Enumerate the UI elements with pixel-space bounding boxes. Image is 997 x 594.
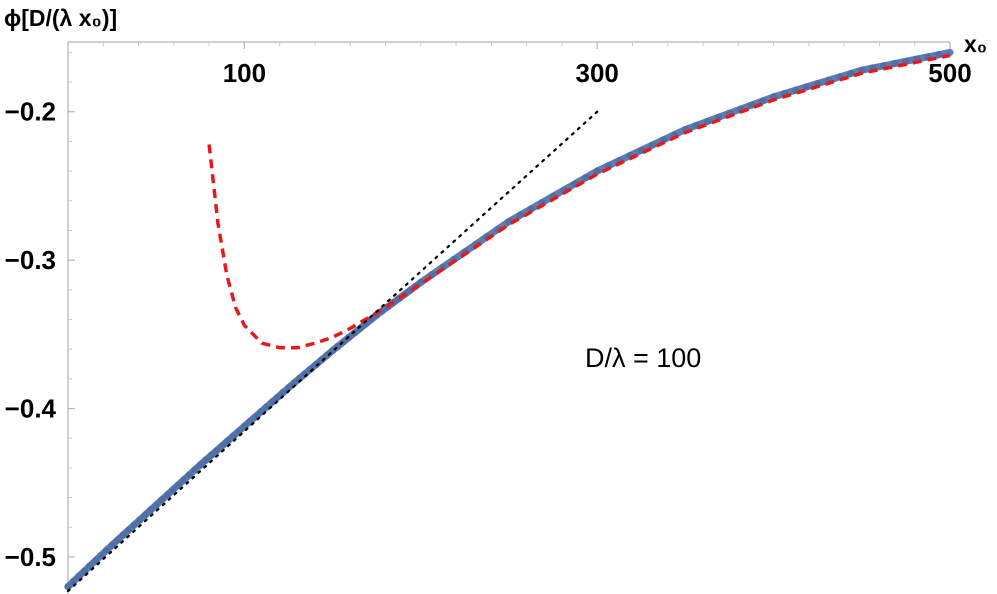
series-numeric-point bbox=[108, 541, 116, 549]
x-tick-label: 300 bbox=[576, 58, 619, 88]
series-numeric-point bbox=[130, 521, 138, 529]
series-numeric-point bbox=[279, 388, 287, 397]
series-numeric-point bbox=[185, 471, 193, 479]
series-numeric-point bbox=[891, 59, 899, 68]
series-numeric-point bbox=[290, 379, 298, 387]
series-numeric-point bbox=[125, 526, 133, 534]
series-numeric-point bbox=[180, 476, 188, 484]
series-numeric-point bbox=[102, 546, 111, 554]
series-layer bbox=[64, 48, 954, 593]
series-numeric-point bbox=[114, 536, 122, 544]
series-numeric-point bbox=[213, 446, 221, 455]
series-numeric-point bbox=[284, 384, 293, 392]
series-numeric-point bbox=[207, 451, 215, 459]
series-numeric-point bbox=[152, 501, 160, 509]
series-numeric-point bbox=[659, 136, 667, 144]
plot-frame bbox=[67, 41, 950, 594]
series-numeric-point bbox=[196, 461, 204, 469]
x-tick-label: 500 bbox=[928, 58, 971, 88]
x-ticks: 100 300 500 bbox=[102, 42, 972, 88]
y-tick-label: −0.5 bbox=[5, 542, 56, 572]
series-numeric-point bbox=[847, 69, 855, 78]
series-numeric-markers bbox=[64, 51, 943, 591]
series-numeric-point bbox=[141, 511, 149, 519]
series-numeric-point bbox=[417, 278, 425, 286]
series-numeric-point bbox=[367, 315, 375, 324]
series-numeric-point bbox=[648, 141, 656, 149]
series-numeric-point bbox=[86, 562, 94, 570]
series-numeric-point bbox=[803, 83, 811, 91]
series-numeric-point bbox=[268, 398, 276, 406]
y-tick-label: −0.2 bbox=[5, 97, 56, 127]
series-numeric-point bbox=[218, 442, 226, 450]
series-numeric-point bbox=[202, 456, 210, 464]
series-numeric-point bbox=[163, 491, 171, 499]
series-numeric-point bbox=[312, 360, 320, 369]
series-numeric-line bbox=[64, 48, 954, 591]
x-axis-label: x₀ bbox=[964, 31, 987, 57]
series-asymptotic-dashed bbox=[207, 53, 951, 350]
y-tick-label: −0.3 bbox=[5, 245, 56, 275]
series-numeric-point bbox=[147, 506, 155, 514]
series-numeric-point bbox=[935, 51, 943, 59]
y-ticks: −0.2 −0.3 −0.4 −0.5 bbox=[5, 51, 75, 588]
series-numeric-point bbox=[273, 393, 282, 401]
series-numeric-point bbox=[593, 167, 601, 175]
series-numeric-point bbox=[516, 211, 524, 219]
y-tick-label: −0.4 bbox=[5, 394, 57, 424]
series-numeric-point bbox=[174, 481, 182, 489]
series-numeric-point bbox=[235, 427, 243, 435]
series-numeric-point bbox=[119, 531, 127, 539]
series-numeric-point bbox=[703, 117, 712, 125]
series-numeric-point bbox=[747, 101, 756, 109]
series-numeric-point bbox=[69, 577, 78, 585]
series-numeric-point bbox=[80, 567, 89, 575]
series-numeric-point bbox=[136, 516, 144, 524]
y-axis-label: ϕ[D/(λ x₀)] bbox=[4, 5, 117, 31]
series-numeric-point bbox=[169, 486, 177, 494]
series-numeric-point bbox=[505, 217, 513, 226]
series-numeric-point bbox=[317, 356, 326, 364]
series-numeric-point bbox=[527, 205, 535, 213]
series-numeric-point bbox=[64, 582, 72, 591]
series-numeric-point bbox=[262, 403, 271, 411]
series-numeric-point bbox=[97, 551, 105, 560]
x-tick-label: 100 bbox=[223, 58, 266, 88]
chart-annotation: D/λ = 100 bbox=[585, 343, 701, 373]
series-numeric-point bbox=[224, 437, 232, 445]
series-numeric-point bbox=[582, 173, 590, 182]
series-numeric-point bbox=[191, 466, 199, 474]
series-numeric-point bbox=[229, 432, 237, 440]
series-numeric-point bbox=[158, 496, 166, 504]
series-numeric-point bbox=[91, 557, 100, 565]
series-linear-dotted bbox=[66, 110, 599, 593]
